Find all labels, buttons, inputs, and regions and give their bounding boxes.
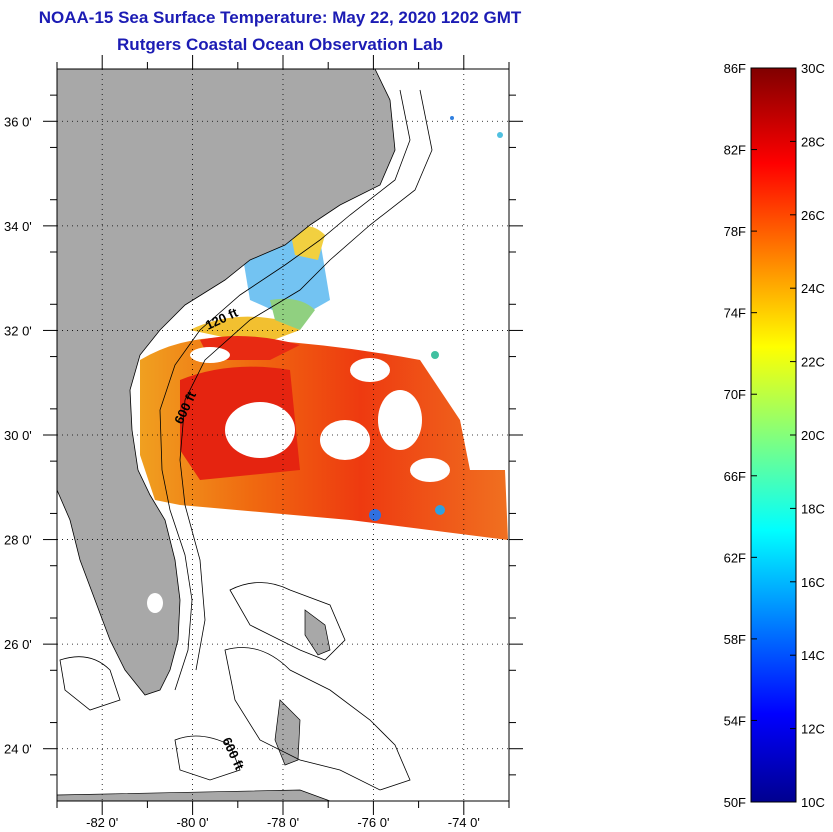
colorbar-celsius-label: 18C (801, 501, 825, 516)
colorbar-fahrenheit-label: 58F (724, 632, 746, 647)
axis-tick-labels: 36 0' 34 0' 32 0' 30 0' 28 0' 26 0' 24 0' -82 0… (4, 114, 480, 830)
latitude-tick-label: 36 0' (4, 114, 32, 129)
colorbar-fahrenheit-label: 86F (724, 61, 746, 76)
colorbar-celsius-label: 24C (801, 281, 825, 296)
land-mass (57, 69, 396, 801)
colorbar-celsius-label: 20C (801, 428, 825, 443)
latitude-tick-label: 32 0' (4, 323, 32, 338)
longitude-tick-label: -82 0' (86, 815, 118, 830)
sst-map: 120 ft 600 ft 600 ft 36 0'34 0'32 0'30 0… (4, 55, 523, 830)
colorbar-celsius-label: 16C (801, 575, 825, 590)
colorbar-celsius-label: 26C (801, 208, 825, 223)
colorbar-fahrenheit-label: 62F (724, 550, 746, 565)
longitude-tick-label: -76 0' (357, 815, 389, 830)
colorbar-celsius-label: 14C (801, 648, 825, 663)
isobath-lines (59, 89, 433, 791)
longitude-tick-label: -78 0' (267, 815, 299, 830)
colorbar-celsius-label: 30C (801, 61, 825, 76)
latitude-tick-label: 28 0' (4, 533, 32, 548)
colorbar-celsius-label: 22C (801, 355, 825, 370)
longitude-tick-label: -74 0' (448, 815, 480, 830)
colorbar-labels: 86F 82F 78F 74F 70F 66F 62F 58F 54F 50F 30C 28C 26C 2… (724, 61, 825, 810)
colorbar-fahrenheit-label: 50F (724, 795, 746, 810)
colorbar-celsius-label: 28C (801, 134, 825, 149)
colorbar-fahrenheit-label: 70F (724, 387, 746, 402)
latitude-tick-label: 24 0' (4, 742, 32, 757)
colorbar: 86F 82F 78F 74F 70F 66F 62F 58F 54F 50F 30C 28C 26C 2… (724, 61, 825, 810)
colorbar-gradient (750, 67, 797, 803)
longitude-tick-label: -80 0' (177, 815, 209, 830)
colorbar-fahrenheit-label: 78F (724, 224, 746, 239)
map-subtitle: Rutgers Coastal Ocean Observation Lab (117, 35, 443, 54)
map-title: NOAA-15 Sea Surface Temperature: May 22,… (38, 8, 522, 27)
latitude-tick-label: 34 0' (4, 219, 32, 234)
colorbar-fahrenheit-label: 54F (724, 713, 746, 728)
colorbar-celsius-label: 10C (801, 795, 825, 810)
colorbar-fahrenheit-label: 66F (724, 469, 746, 484)
colorbar-fahrenheit-label: 74F (724, 306, 746, 321)
latitude-tick-label: 26 0' (4, 637, 32, 652)
colorbar-fahrenheit-label: 82F (724, 143, 746, 158)
latitude-tick-label: 30 0' (4, 428, 32, 443)
isobath-label-600-south: 600 ft (219, 735, 247, 773)
colorbar-celsius-label: 12C (801, 722, 825, 737)
graticule (43, 55, 523, 815)
